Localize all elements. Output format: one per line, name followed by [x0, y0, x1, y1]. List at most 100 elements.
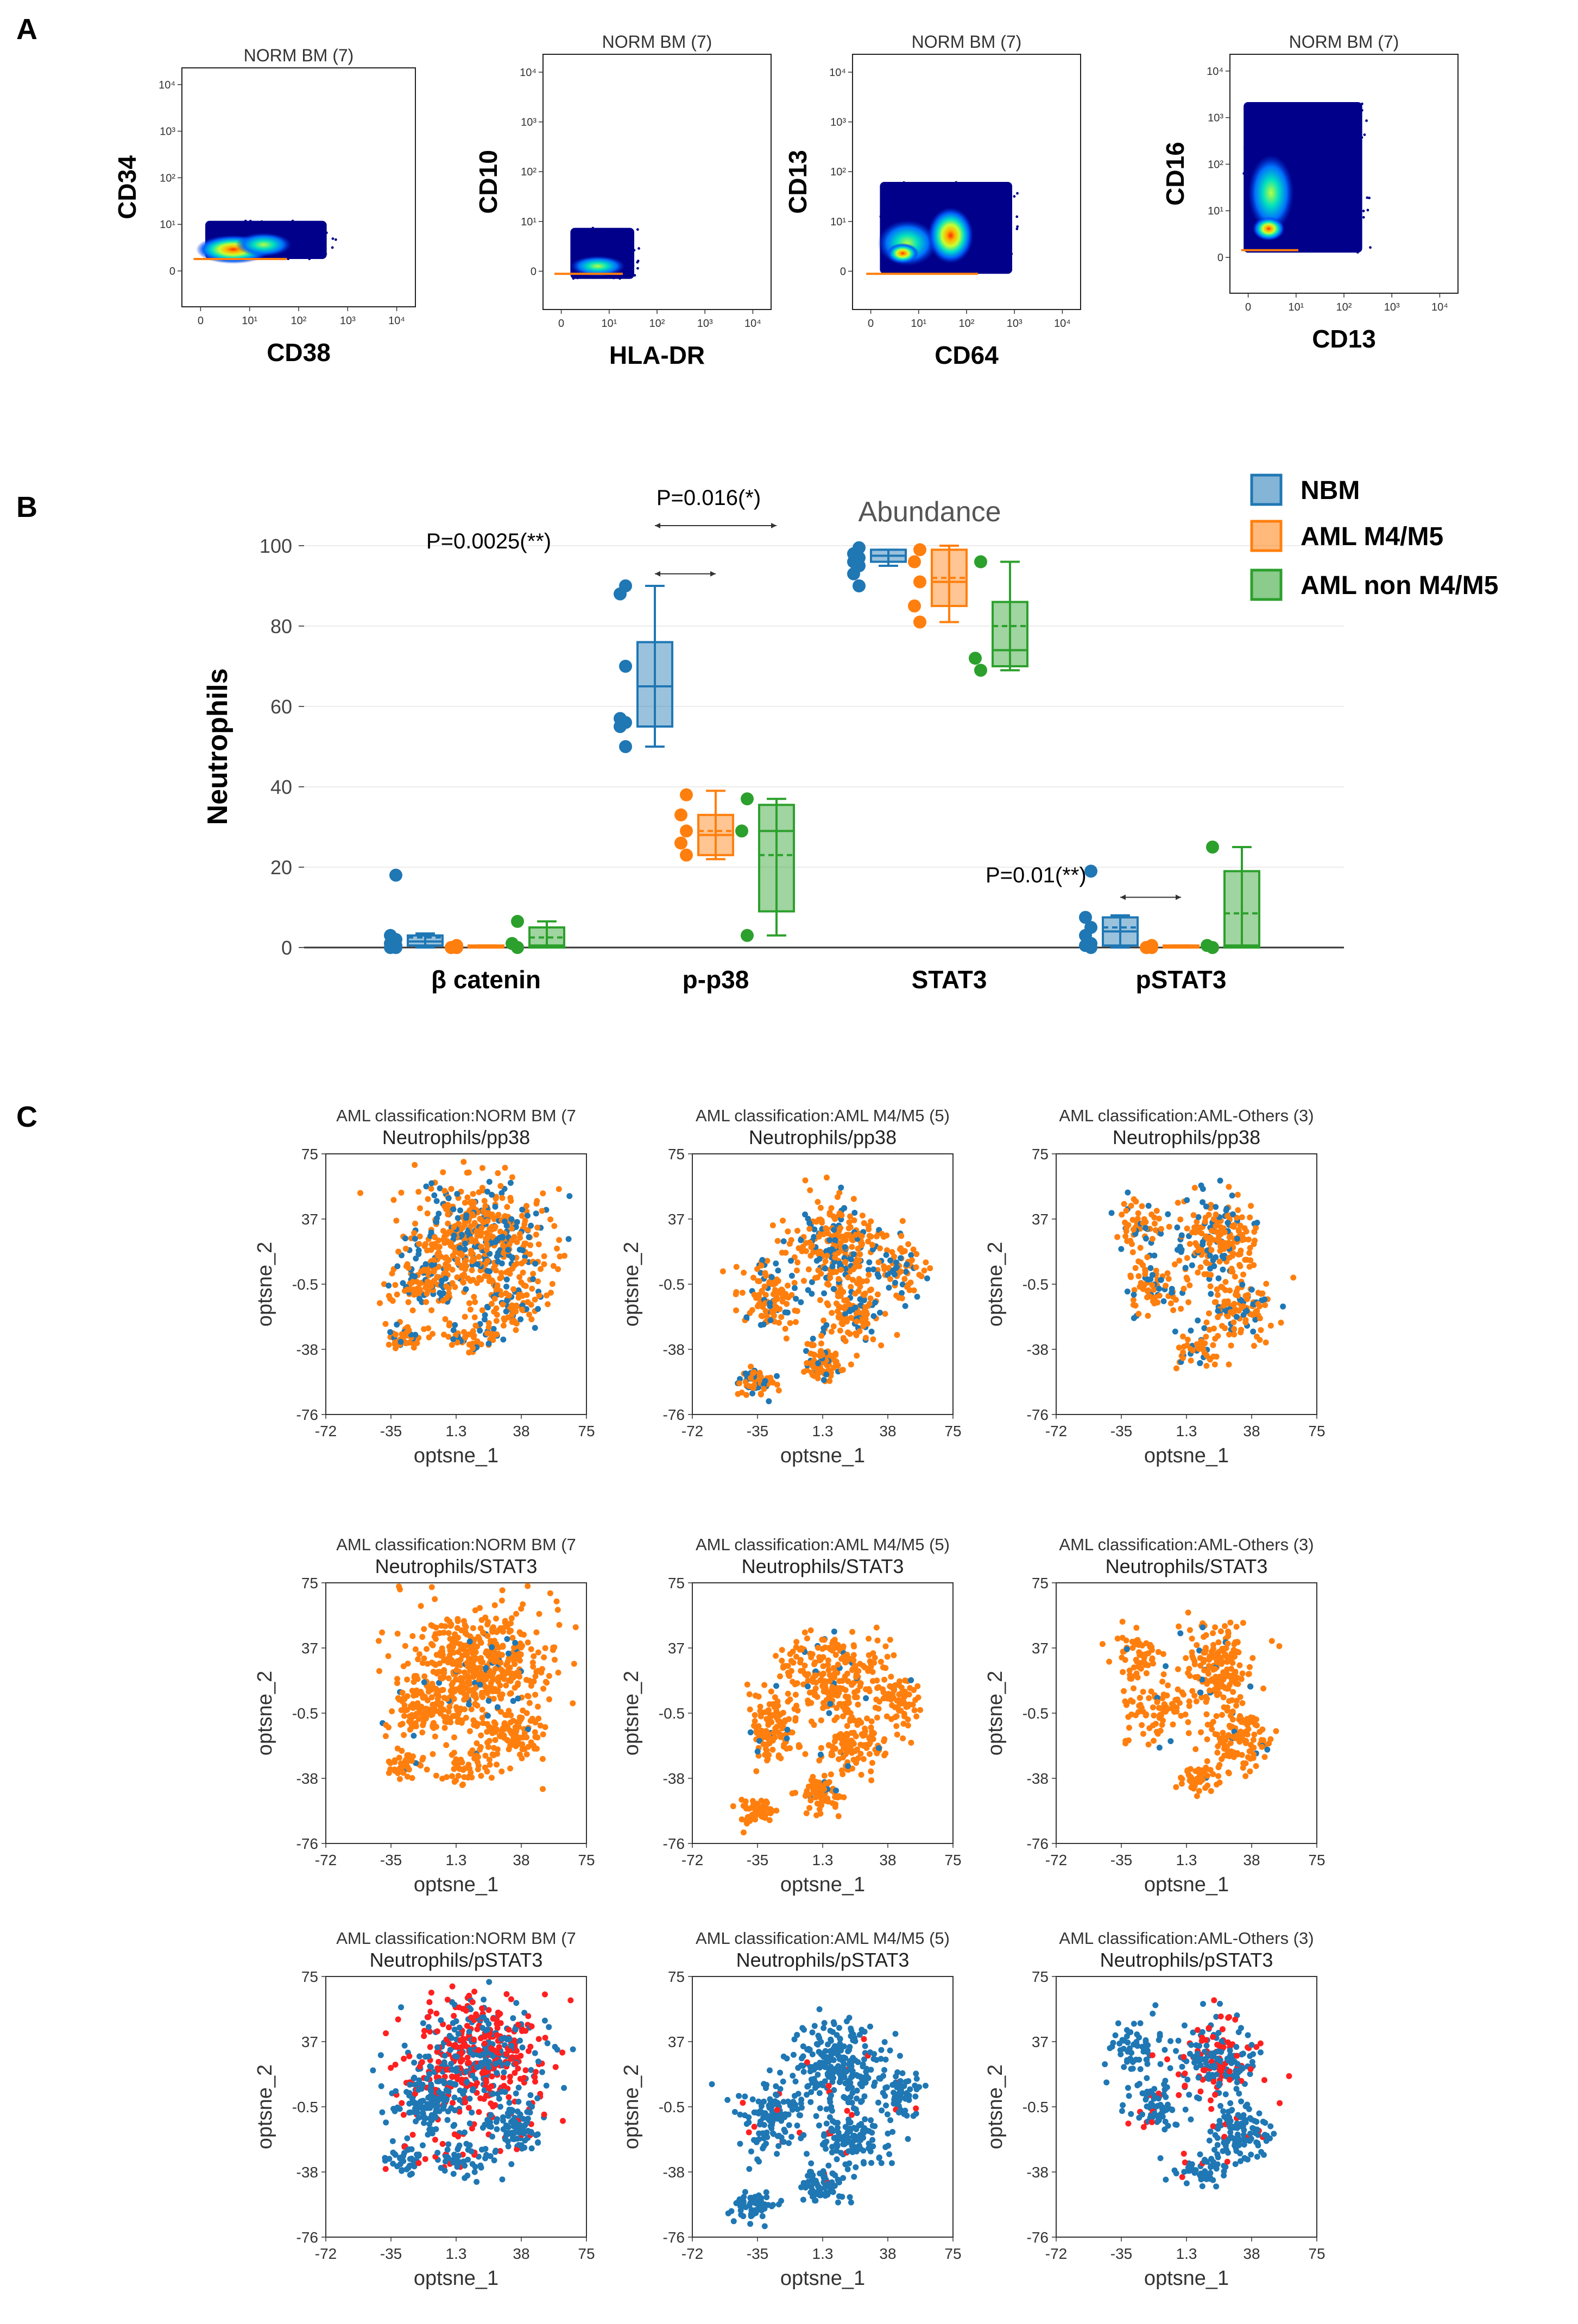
y-tick-label: -76 [1027, 1406, 1049, 1423]
tsne-cell [893, 1265, 899, 1272]
tsne-cell [762, 1746, 769, 1752]
event-dot [1315, 163, 1318, 166]
tsne-cell [878, 1658, 884, 1665]
tsne-cell [1135, 1311, 1142, 1317]
tsne-cell [1137, 1695, 1143, 1701]
tsne-cell [834, 1194, 841, 1201]
tsne-cell [752, 1712, 758, 1719]
event-dot [1343, 121, 1346, 124]
tsne-cell [1223, 1205, 1230, 1212]
legend-label: AML M4/M5 [1301, 522, 1443, 551]
tsne-cell [893, 1713, 900, 1720]
tsne-cell [898, 1707, 904, 1714]
event-dot [999, 182, 1001, 185]
event-dot [268, 256, 271, 259]
tsne-cell [793, 1644, 799, 1650]
tsne-cell [441, 1188, 448, 1194]
data-point [913, 543, 926, 557]
tsne-cell [1234, 1732, 1240, 1739]
tsne-cell [552, 2064, 559, 2070]
tsne-cell [1226, 1722, 1233, 1729]
tsne-cell [798, 1299, 804, 1305]
tsne-cell [1159, 1717, 1166, 1724]
tsne-cell [478, 1341, 484, 1348]
tsne-cell [1264, 1746, 1271, 1753]
tsne-cell [887, 1276, 893, 1283]
tsne-cell [1210, 1771, 1216, 1777]
tsne-cell [1208, 1247, 1215, 1253]
tsne-cell [809, 1291, 815, 1297]
tsne-cell [510, 1736, 517, 1743]
tsne-cell [785, 1690, 791, 1697]
box [636, 641, 673, 728]
tsne-cell [469, 1211, 476, 1217]
event-dot [1242, 172, 1246, 175]
tsne-cell [901, 1275, 908, 1282]
event-dot [591, 226, 595, 230]
tsne-cell [1218, 1660, 1224, 1667]
tsne-cell [483, 1241, 490, 1248]
tsne-cell [1259, 1744, 1265, 1750]
tsne-cell [744, 1681, 750, 1688]
event-dot [1305, 106, 1308, 110]
tsne-cell [911, 1707, 918, 1714]
tsne-cell [802, 1177, 809, 1184]
tsne-cell [460, 1767, 466, 1773]
tsne-cell [541, 1261, 547, 1267]
tsne-cell [792, 1319, 799, 1325]
tsne-cell [468, 1706, 475, 1713]
tsne-cell [451, 1636, 457, 1643]
event-dot [1287, 144, 1291, 148]
tsne-cell [1244, 1296, 1251, 1303]
tsne-cell [1194, 1341, 1200, 1348]
tsne-cell [1128, 1274, 1134, 1280]
tsne-cell [528, 1302, 534, 1308]
tsne-cell [882, 1643, 889, 1650]
y-tick-label: 0 [281, 937, 292, 959]
y-tick-label: -76 [663, 1406, 685, 1423]
tsne-cell [850, 1251, 857, 1258]
tsne-cell [1194, 1642, 1200, 1649]
tsne-cell [1232, 1669, 1239, 1676]
tsne-cell [801, 1368, 807, 1375]
tsne-cell [571, 1660, 577, 1667]
tsne-cell [464, 1229, 471, 1235]
tsne-cell [883, 1713, 890, 1720]
tsne-cell [507, 1765, 514, 1772]
tsne-cell [485, 1340, 492, 1347]
event-dot [287, 257, 290, 261]
tsne-x-label: optsne_1 [780, 1444, 865, 1467]
tsne-cell [467, 1633, 474, 1640]
tsne-cell [392, 1757, 398, 1764]
tsne-cell [394, 1291, 400, 1298]
tsne-cell [462, 1313, 468, 1320]
tsne-cell [1171, 1261, 1178, 1268]
tsne-cell [550, 1644, 557, 1651]
tsne-cell [882, 1311, 888, 1317]
tsne-cell [1147, 1276, 1154, 1283]
tsne-cell [826, 1710, 832, 1716]
tsne-cell [486, 1723, 493, 1730]
tsne-cell [1185, 1719, 1191, 1726]
flow-plot-3: NORM BM (7)0010¹10¹10²10²10³10³10⁴10⁴CD6… [784, 32, 1081, 369]
tsne-cell [480, 1207, 487, 1214]
tsne-cell [478, 1772, 484, 1779]
tsne-title: AML classification:AML M4/M5 (5) [696, 1535, 950, 1554]
tsne-cell [514, 1741, 520, 1748]
tsne-cell [506, 1628, 513, 1635]
tsne-cell [898, 1268, 904, 1275]
tsne-title: AML classification:AML M4/M5 (5) [696, 1106, 950, 1125]
tsne-cell [1148, 1647, 1155, 1653]
tsne-cell [1240, 1765, 1246, 1771]
tsne-cell [827, 1274, 834, 1281]
tsne-x-label: optsne_1 [414, 1873, 498, 1896]
tsne-cell [504, 1635, 510, 1642]
tsne-cell [414, 1340, 420, 1346]
tsne-cell [860, 1756, 867, 1763]
tsne-x-label: optsne_1 [1144, 1444, 1229, 1467]
tsne-cell [1176, 1623, 1182, 1630]
tsne-cell [547, 1590, 553, 1596]
tsne-cell [742, 1802, 748, 1809]
tsne-cell [542, 1645, 548, 1651]
tsne-cell [1114, 1635, 1121, 1642]
